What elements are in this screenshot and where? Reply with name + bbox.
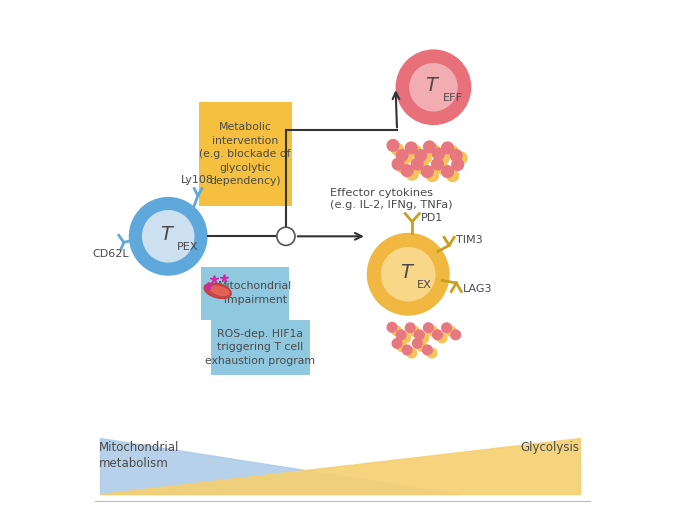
Circle shape	[419, 151, 432, 165]
Circle shape	[419, 332, 429, 343]
Circle shape	[445, 326, 457, 337]
Circle shape	[436, 162, 449, 175]
Circle shape	[391, 325, 402, 336]
Circle shape	[381, 247, 436, 301]
Circle shape	[411, 157, 424, 171]
Circle shape	[414, 149, 427, 162]
Circle shape	[395, 49, 471, 125]
FancyBboxPatch shape	[201, 267, 290, 320]
Text: Glycolysis: Glycolysis	[520, 441, 579, 454]
Text: T: T	[160, 225, 172, 244]
Circle shape	[436, 332, 447, 343]
Circle shape	[409, 63, 458, 112]
Circle shape	[409, 145, 423, 158]
Text: ROS-dep. HIF1a
triggering T cell
exhaustion program: ROS-dep. HIF1a triggering T cell exhaust…	[206, 329, 315, 366]
Circle shape	[423, 322, 434, 333]
Text: PD1: PD1	[421, 213, 444, 223]
Circle shape	[431, 157, 444, 171]
Circle shape	[427, 144, 440, 157]
Circle shape	[392, 338, 403, 349]
Circle shape	[423, 140, 436, 153]
Circle shape	[406, 168, 419, 181]
Circle shape	[416, 162, 429, 175]
Text: EX: EX	[417, 280, 432, 290]
Text: T: T	[400, 263, 412, 282]
Circle shape	[405, 141, 418, 154]
Circle shape	[427, 326, 438, 337]
Text: PEX: PEX	[177, 242, 199, 252]
Circle shape	[386, 322, 397, 333]
Circle shape	[450, 329, 461, 340]
Circle shape	[422, 344, 433, 356]
Circle shape	[400, 150, 413, 164]
Text: Effector cytokines
(e.g. IL-2, IFNg, TNFa): Effector cytokines (e.g. IL-2, IFNg, TNF…	[330, 188, 452, 210]
Circle shape	[426, 169, 439, 182]
Circle shape	[441, 141, 454, 154]
Circle shape	[445, 145, 459, 158]
Circle shape	[366, 233, 449, 315]
Circle shape	[395, 149, 409, 162]
Circle shape	[395, 329, 407, 340]
Circle shape	[396, 341, 407, 352]
Circle shape	[142, 210, 195, 263]
Polygon shape	[100, 438, 459, 494]
Circle shape	[401, 344, 413, 356]
Circle shape	[391, 143, 404, 156]
Text: LAG3: LAG3	[463, 283, 493, 294]
Circle shape	[451, 158, 464, 171]
Circle shape	[386, 139, 399, 152]
Text: Mitochondrial
metabolism: Mitochondrial metabolism	[99, 441, 179, 470]
FancyBboxPatch shape	[199, 103, 292, 206]
FancyBboxPatch shape	[211, 320, 310, 375]
Ellipse shape	[204, 283, 232, 299]
Circle shape	[446, 169, 459, 182]
Circle shape	[426, 347, 438, 359]
Circle shape	[414, 329, 425, 340]
Circle shape	[412, 338, 423, 349]
Circle shape	[421, 165, 434, 178]
Text: CD62L: CD62L	[92, 249, 129, 260]
Circle shape	[409, 326, 421, 337]
Text: Ly108: Ly108	[182, 175, 214, 184]
Ellipse shape	[210, 286, 229, 295]
Text: Metabolic
intervention
(e.g. blockade of
glycolytic
dependency): Metabolic intervention (e.g. blockade of…	[199, 122, 291, 186]
Circle shape	[432, 147, 445, 161]
Circle shape	[432, 329, 443, 340]
Circle shape	[405, 322, 416, 333]
Text: TIM3: TIM3	[456, 235, 483, 245]
Polygon shape	[100, 438, 580, 494]
Circle shape	[441, 165, 454, 178]
Circle shape	[277, 227, 295, 245]
Circle shape	[400, 332, 411, 343]
Circle shape	[449, 149, 463, 162]
Circle shape	[396, 161, 409, 174]
Circle shape	[416, 341, 427, 352]
Circle shape	[441, 322, 452, 333]
Text: Mitochondrial
impairment: Mitochondrial impairment	[219, 281, 292, 305]
Circle shape	[406, 347, 417, 359]
Circle shape	[401, 164, 414, 177]
Circle shape	[129, 197, 208, 276]
Text: EFF: EFF	[443, 93, 462, 103]
Circle shape	[437, 151, 450, 165]
Circle shape	[392, 157, 405, 171]
Text: T: T	[425, 76, 437, 95]
Circle shape	[455, 151, 468, 165]
